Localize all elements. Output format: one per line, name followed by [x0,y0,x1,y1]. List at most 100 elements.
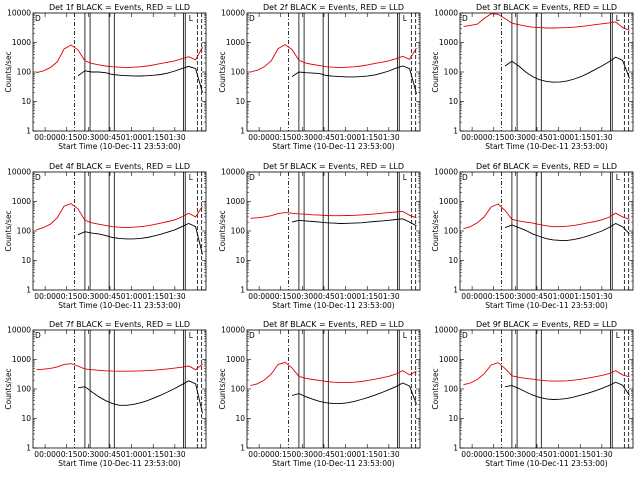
events-series-line [77,65,203,93]
y-tick-label: 1 [453,127,458,136]
y-tick-label: 10 [21,256,31,265]
y-tick-label: 1 [240,127,245,136]
chart-title: Det 1f BLACK = Events, RED = LLD [49,3,190,12]
x-tick-label: 00:00 [34,133,56,142]
x-tick-label: 00:15 [56,133,78,142]
x-axis-label: Start Time (10-Dec-11 23:53:00) [272,142,394,151]
chart-panel-3: Det 3f BLACK = Events, RED = LLD 1 10 100 10… [431,3,634,151]
y-tick-label: 1 [240,286,245,295]
x-tick-label: 00:45 [99,292,121,301]
x-tick-label: 01:00 [548,292,570,301]
y-tick-label: 1 [453,286,458,295]
corner-label-d: D [462,173,468,182]
y-tick-label: 1 [453,444,458,453]
x-tick-label: 01:00 [121,133,143,142]
x-tick-label: 01:15 [569,450,591,459]
y-axis-label: Counts/sec [431,210,440,251]
x-axis-label: Start Time (10-Dec-11 23:53:00) [58,459,180,468]
events-series-line [77,223,203,255]
y-tick-label: 10000 [221,9,245,18]
y-tick-label: 10000 [221,168,245,177]
x-tick-label: 00:45 [526,292,548,301]
x-tick-label: 00:15 [483,450,505,459]
y-axis-label: Counts/sec [218,368,227,409]
x-tick-label: 01:30 [378,133,400,142]
corner-label-d: D [249,331,255,340]
lld-series-line [250,44,417,73]
y-tick-label: 1000 [12,197,31,206]
y-tick-label: 100 [17,385,32,394]
chart-title: Det 8f BLACK = Events, RED = LLD [263,320,404,329]
x-tick-label: 00:30 [505,450,527,459]
x-tick-label: 00:30 [505,133,527,142]
y-tick-label: 1 [26,444,31,453]
y-tick-label: 1000 [226,197,245,206]
y-tick-label: 100 [231,385,246,394]
y-axis-label: Counts/sec [4,368,13,409]
y-axis-label: Counts/sec [431,51,440,92]
y-tick-label: 100 [444,68,459,77]
x-tick-label: 00:45 [526,450,548,459]
x-tick-label: 01:30 [164,292,186,301]
corner-label-l: L [616,173,621,182]
x-axis-label: Start Time (10-Dec-11 23:53:00) [485,301,607,310]
chart-panel-2: Det 2f BLACK = Events, RED = LLD 1 10 100 10… [218,3,421,151]
x-axis-label: Start Time (10-Dec-11 23:53:00) [485,142,607,151]
plot-frame [246,329,421,449]
y-tick-label: 100 [17,68,32,77]
events-series-line [77,380,203,414]
x-tick-label: 01:00 [548,450,570,459]
corner-label-l: L [189,173,194,182]
x-tick-label: 01:30 [591,133,613,142]
y-tick-label: 1000 [226,355,245,364]
y-tick-label: 1 [240,444,245,453]
x-tick-label: 01:15 [142,450,164,459]
y-tick-label: 10000 [7,9,31,18]
y-tick-label: 100 [231,68,246,77]
y-tick-label: 1000 [226,38,245,47]
y-tick-label: 10 [235,97,245,106]
x-tick-label: 01:00 [121,292,143,301]
y-tick-label: 10000 [221,326,245,335]
x-tick-label: 00:15 [270,292,292,301]
lld-series-line [463,13,630,31]
x-tick-label: 00:00 [248,133,270,142]
x-tick-label: 00:00 [461,450,483,459]
corner-label-l: L [616,331,621,340]
y-tick-label: 10 [21,414,31,423]
corner-label-d: D [249,173,255,182]
chart-panel-7: Det 7f BLACK = Events, RED = LLD 1 10 100 10… [4,320,207,468]
x-tick-label: 00:45 [99,450,121,459]
x-tick-label: 00:30 [292,450,314,459]
x-tick-label: 01:15 [356,133,378,142]
corner-label-l: L [403,173,408,182]
x-tick-label: 00:30 [78,292,100,301]
corner-label-l: L [403,14,408,23]
plot-frame [32,12,207,132]
y-tick-label: 10000 [434,168,458,177]
x-tick-label: 01:15 [142,292,164,301]
x-tick-label: 01:30 [164,450,186,459]
x-tick-label: 00:15 [270,133,292,142]
x-tick-label: 01:30 [378,292,400,301]
plot-frame [459,12,634,132]
x-tick-label: 01:30 [591,292,613,301]
chart-title: Det 5f BLACK = Events, RED = LLD [263,162,404,171]
y-axis-label: Counts/sec [218,210,227,251]
x-tick-label: 00:45 [313,450,335,459]
y-tick-label: 100 [231,227,246,236]
x-tick-label: 00:45 [99,133,121,142]
corner-label-d: D [249,14,255,23]
x-tick-label: 01:30 [591,450,613,459]
chart-panel-9: Det 9f BLACK = Events, RED = LLD 1 10 100 10… [431,320,634,468]
y-axis-label: Counts/sec [4,51,13,92]
x-tick-label: 01:00 [335,133,357,142]
plot-frame [246,12,421,132]
corner-label-d: D [35,331,41,340]
y-tick-label: 1000 [12,38,31,47]
corner-label-l: L [189,331,194,340]
plot-frame [32,329,207,449]
x-tick-label: 01:30 [164,133,186,142]
plot-frame [459,171,634,291]
x-tick-label: 01:00 [335,292,357,301]
